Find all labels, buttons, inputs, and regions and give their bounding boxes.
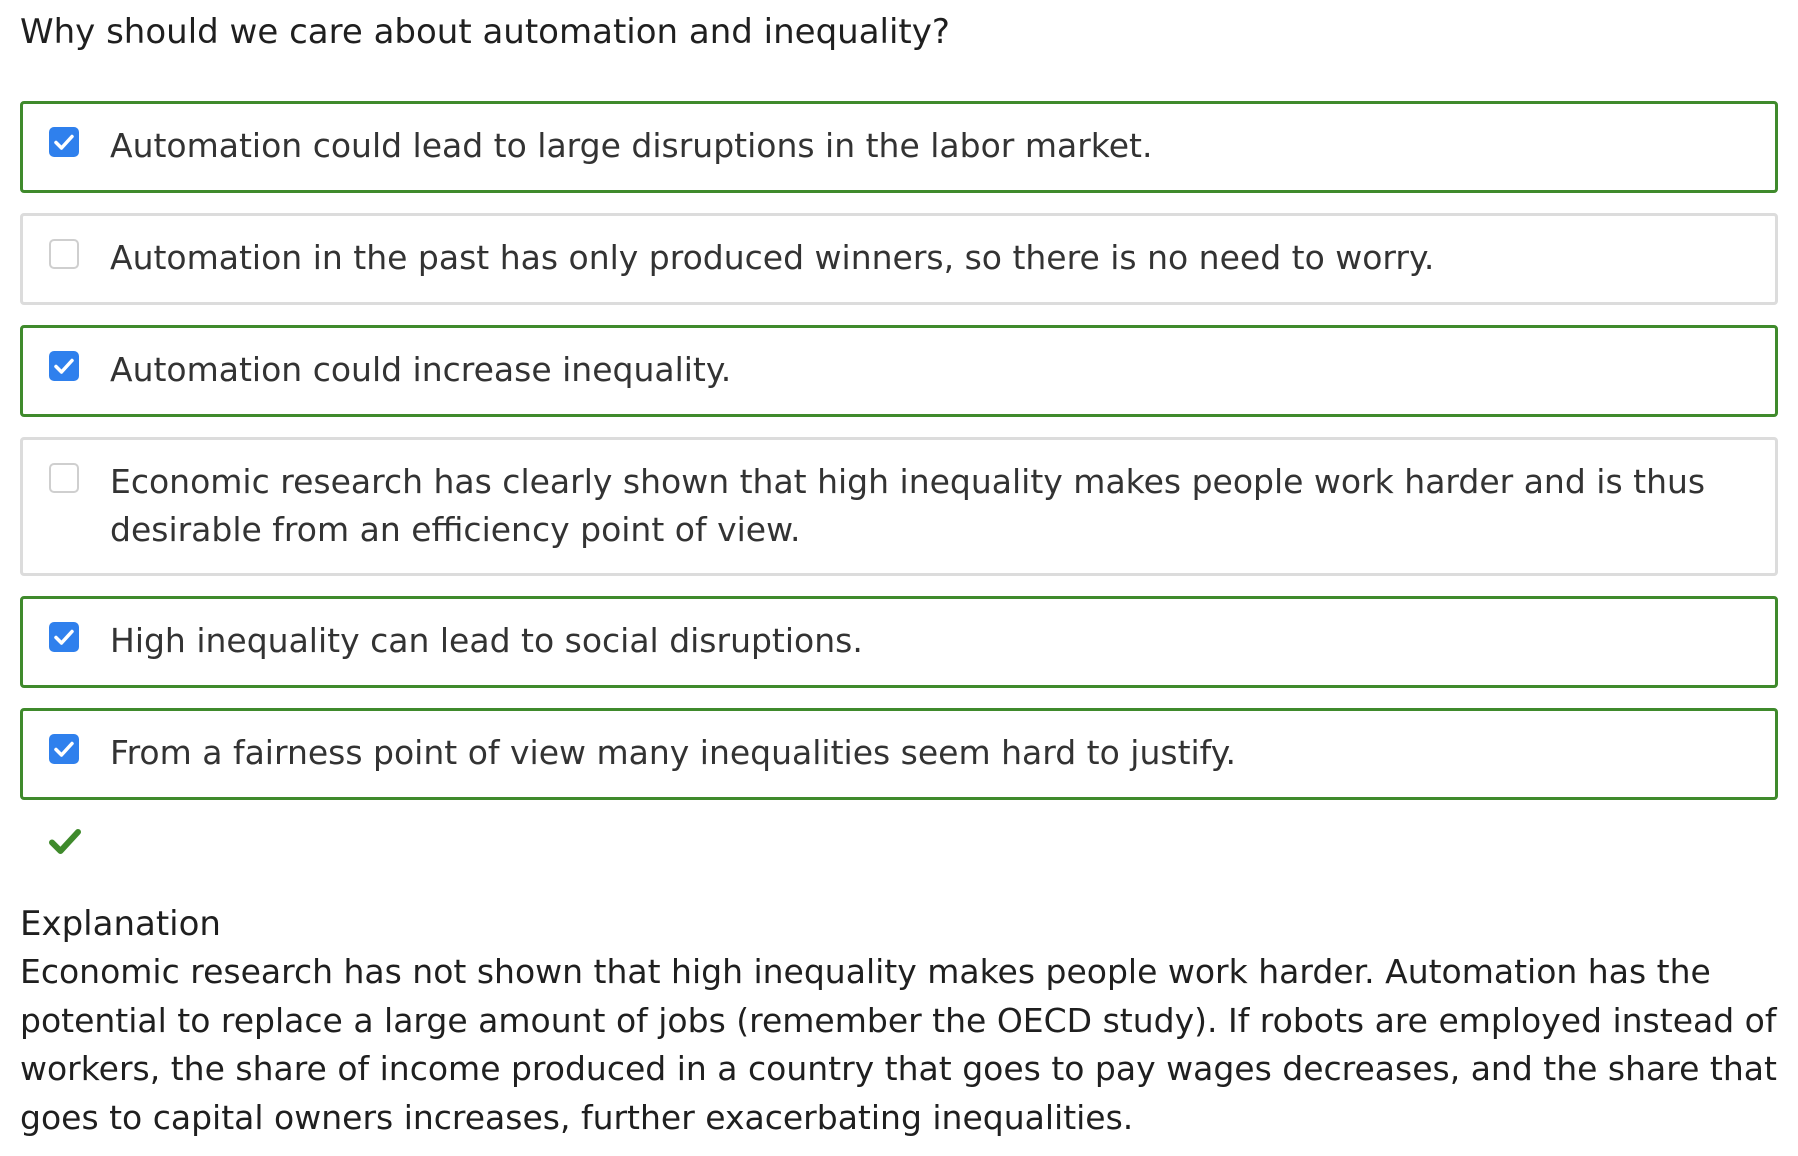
unchecked-checkbox-icon[interactable]	[49, 463, 79, 493]
checked-checkbox-icon[interactable]	[49, 127, 79, 157]
unchecked-checkbox-icon[interactable]	[49, 239, 79, 269]
answer-option-5[interactable]: High inequality can lead to social disru…	[20, 596, 1778, 688]
checked-checkbox-icon[interactable]	[49, 622, 79, 652]
answer-option-1[interactable]: Automation could lead to large disruptio…	[20, 101, 1778, 193]
answer-option-2[interactable]: Automation in the past has only produced…	[20, 213, 1778, 305]
answer-options: Automation could lead to large disruptio…	[20, 101, 1778, 820]
question-text: Why should we care about automation and …	[20, 12, 950, 52]
answer-option-label: Automation could lead to large disruptio…	[110, 126, 1153, 165]
explanation-title: Explanation	[20, 904, 221, 944]
checkmark-icon	[49, 829, 81, 854]
checked-checkbox-icon[interactable]	[49, 351, 79, 381]
answer-option-label: High inequality can lead to social disru…	[110, 621, 863, 660]
explanation-text: Economic research has not shown that hig…	[20, 952, 1777, 1137]
answer-option-label: Automation in the past has only produced…	[110, 238, 1435, 277]
answer-option-6[interactable]: From a fairness point of view many inequ…	[20, 708, 1778, 800]
answer-option-label: Economic research has clearly shown that…	[110, 462, 1706, 549]
answer-option-label: Automation could increase inequality.	[110, 350, 732, 389]
answer-option-4[interactable]: Economic research has clearly shown that…	[20, 437, 1778, 576]
checked-checkbox-icon[interactable]	[49, 734, 79, 764]
answer-option-3[interactable]: Automation could increase inequality.	[20, 325, 1778, 417]
answer-option-label: From a fairness point of view many inequ…	[110, 733, 1237, 772]
